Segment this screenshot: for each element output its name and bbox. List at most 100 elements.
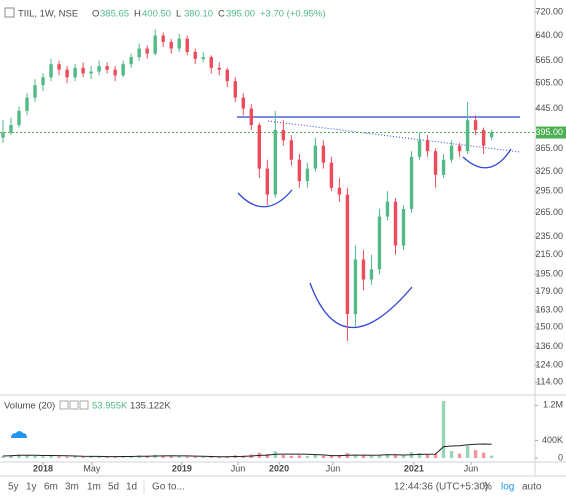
y-tick-label: 445.00 [535, 103, 563, 113]
volume-bar [201, 456, 205, 458]
ohlc-label: H [134, 9, 141, 20]
y-tick-label: 235.00 [535, 231, 563, 241]
candle-body [305, 168, 310, 182]
candle-body [361, 259, 366, 280]
volume-bar [481, 452, 486, 458]
candle-body [81, 67, 85, 74]
range-button[interactable]: 5y [8, 482, 19, 493]
candle-body [449, 145, 454, 160]
range-button[interactable]: 6m [44, 482, 58, 493]
y-tick-label: 195.00 [535, 269, 563, 279]
x-tick-label: 2021 [404, 463, 424, 473]
ohlc-label: O [92, 9, 99, 20]
volume-readout: 53.955K [92, 401, 128, 412]
volume-bar [401, 455, 406, 458]
range-button[interactable]: 3m [65, 482, 79, 493]
x-tick-label: 2020 [269, 463, 289, 473]
volume-y-tick-label: 0 [558, 452, 563, 462]
candle-body [353, 259, 358, 315]
range-button[interactable]: 5d [108, 482, 119, 493]
candle-body [105, 66, 109, 70]
candle-body [129, 57, 133, 65]
x-tick-label: 2018 [33, 463, 53, 473]
cloud-icon[interactable] [11, 431, 27, 438]
volume-bar [81, 456, 85, 458]
x-tick-label: 2019 [172, 463, 192, 473]
ohlc-label: C [218, 9, 225, 20]
candle-body [321, 145, 326, 163]
candle-body [409, 156, 414, 209]
candle-body [401, 208, 406, 246]
candle-body [377, 216, 382, 270]
candle-body [465, 120, 470, 152]
drawing-arc[interactable] [309, 282, 413, 329]
volume-bar [377, 454, 382, 458]
scale-option[interactable]: auto [522, 482, 542, 493]
candle-body [297, 159, 302, 182]
candle-body [169, 41, 173, 49]
ohlc-label: L [176, 9, 181, 20]
icon-button[interactable] [59, 400, 69, 410]
candle-body [345, 194, 350, 315]
volume-bar [321, 455, 326, 458]
y-tick-label: 720.00 [535, 6, 563, 16]
candle-body [425, 140, 430, 152]
candle-body [33, 85, 37, 98]
candle-body [97, 66, 101, 72]
volume-bar [105, 456, 109, 458]
volume-bar [297, 455, 302, 458]
volume-bar [89, 456, 93, 458]
drawing-arc[interactable] [237, 189, 293, 208]
y-tick-label: 640.00 [535, 30, 563, 40]
volume-bar [289, 455, 294, 458]
icon-button[interactable] [69, 400, 79, 410]
volume-bar [473, 450, 478, 458]
volume-bar [57, 456, 61, 458]
change: +3.70 (+0.95%) [260, 9, 326, 20]
volume-bar [457, 453, 462, 458]
candle-body [65, 69, 69, 78]
candle-body [201, 57, 205, 59]
drawing-arc[interactable] [462, 148, 512, 169]
volume-bar [393, 455, 398, 458]
y-tick-label: 150.00 [535, 321, 563, 331]
volume-bar [417, 453, 422, 458]
volume-bar [465, 445, 470, 458]
volume-bar [113, 456, 117, 458]
volume-bar [441, 400, 446, 458]
volume-bar [369, 455, 374, 458]
scale-option[interactable]: log [501, 482, 514, 493]
volume-bar [281, 454, 286, 458]
scale-option[interactable]: % [483, 482, 492, 493]
volume-bar [25, 454, 29, 458]
candle-body [161, 35, 165, 42]
symbol[interactable]: TIIL, 1W, NSE [18, 9, 78, 20]
drawing-trendline[interactable] [267, 120, 521, 153]
y-tick-label: 163.00 [535, 305, 563, 315]
candle-body [209, 57, 213, 68]
candle-body [329, 162, 334, 188]
clock: 12:44:36 (UTC+5:30) [394, 482, 488, 493]
icon-button[interactable] [79, 400, 89, 410]
volume-bar [1, 456, 5, 458]
range-button[interactable]: 1y [26, 482, 37, 493]
x-tick-label: Jun [231, 463, 246, 473]
candle-body [489, 132, 494, 138]
y-tick-label: 325.00 [535, 166, 563, 176]
volume-bar [73, 456, 77, 458]
ohlc-value: 400.50 [142, 9, 171, 20]
volume-readout: 135.122K [130, 401, 171, 412]
y-tick-label: 179.00 [535, 286, 563, 296]
volume-bar [265, 454, 270, 458]
candle-body [49, 64, 53, 78]
range-button[interactable]: 1d [126, 482, 137, 493]
symbol-icon[interactable] [4, 7, 15, 18]
volume-title[interactable]: Volume (20) [4, 401, 55, 412]
goto-button[interactable]: Go to... [152, 482, 185, 493]
volume-bar [449, 450, 454, 458]
range-button[interactable]: 1m [87, 482, 101, 493]
candle-body [217, 67, 221, 70]
candle-body [369, 269, 374, 280]
